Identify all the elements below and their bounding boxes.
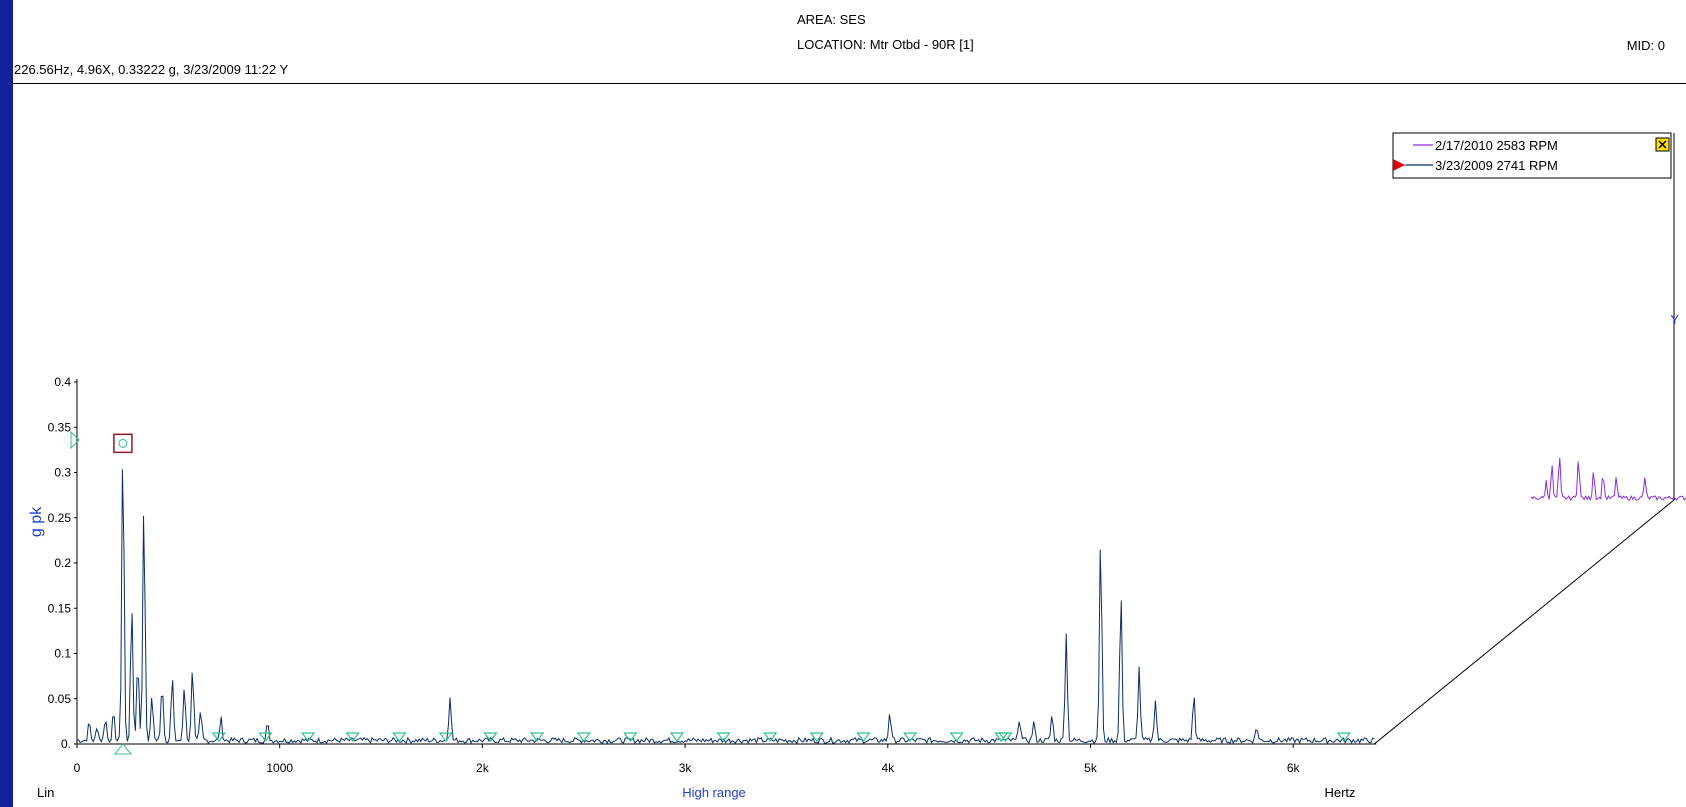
fault-marker[interactable] [809,732,825,742]
y-tick-label: 0.2 [54,556,71,570]
fault-marker[interactable] [258,732,273,743]
fault-marker[interactable] [529,732,545,742]
fault-marker[interactable] [856,732,871,742]
scale-label: Lin [37,785,54,800]
red-triangle-icon [1393,159,1405,171]
x-icon[interactable] [1655,137,1670,152]
fault-marker[interactable] [623,732,638,742]
y-tick-label: 0.35 [48,420,72,434]
cursor-position-marker[interactable] [113,743,132,755]
y-tick-label: 0.15 [48,601,72,615]
cursor-marker[interactable] [113,433,133,454]
fault-marker[interactable] [345,732,360,742]
y-tick-label: 0. [61,737,71,751]
y-tick-label: 0.4 [54,375,71,389]
spectrum-window: AREA: SES LOCATION: Mtr Otbd - 90R [1] M… [13,0,1686,807]
fault-marker[interactable] [483,732,498,742]
x-tick-label: 0 [74,761,81,775]
fault-marker[interactable] [438,732,454,742]
y-tick-label: 0.05 [48,692,72,706]
x-tick-label: 1000 [266,761,293,775]
fault-marker[interactable] [392,732,407,742]
series-line-2009[interactable] [76,469,1375,745]
x-tick-label: 2k [476,761,490,775]
legend-box [1392,132,1672,179]
series-line-2010[interactable] [1530,373,1686,502]
ref-level-marker[interactable] [70,430,80,450]
y-axis: 0. 0.05 0.1 0.15 0.2 0.25 0.3 0.35 0.4 [48,375,78,751]
legend-entry-2009[interactable]: 3/23/2009 2741 RPM [1435,158,1558,173]
x-tick-label: 6k [1287,761,1301,775]
header-panel: AREA: SES LOCATION: Mtr Otbd - 90R [1] M… [13,0,1686,84]
cursor-dot [118,438,128,448]
fault-marker[interactable] [300,732,316,742]
y-tick-label: 0.1 [54,647,71,661]
fault-marker[interactable] [949,732,964,742]
cursor-box[interactable] [113,433,133,454]
y-tick-label: 0.3 [54,466,71,480]
location-label: LOCATION: Mtr Otbd - 90R [1] [797,37,974,52]
x-units-label: Hertz [1324,785,1355,800]
x-axis-label: High range [682,785,746,800]
waterfall-projection-line [1373,499,1675,745]
fault-marker[interactable] [902,732,918,742]
y-tick-label: 0.25 [48,511,72,525]
spectrum-plot[interactable]: 0. 0.05 0.1 0.15 0.2 0.25 0.3 0.35 0.4 0 1000 2k 3k… [13,0,1686,807]
legend[interactable]: 2/17/2010 2583 RPM 3/23/2009 2741 RPM [1392,132,1672,179]
legend-entry-2010[interactable]: 2/17/2010 2583 RPM [1435,138,1558,153]
mid-label: MID: 0 [1626,38,1665,53]
fault-marker[interactable] [576,732,591,742]
x-axis: 0 1000 2k 3k 4k 5k 6k [74,743,1377,775]
fault-markers[interactable] [70,430,1352,755]
fault-marker[interactable] [998,732,1013,742]
fault-marker[interactable] [669,732,685,742]
fault-marker[interactable] [211,732,227,742]
z-axis-label: Y [1670,312,1679,327]
area-label: AREA: SES [797,12,866,27]
fault-marker[interactable] [763,732,778,742]
fault-marker[interactable] [716,732,731,742]
fault-marker[interactable] [1336,732,1352,742]
x-tick-label: 3k [679,761,693,775]
x-tick-label: 5k [1084,761,1098,775]
y-axis-label: g pk [28,506,45,537]
cursor-readout: 226.56Hz, 4.96X, 0.33222 g, 3/23/2009 11… [14,62,289,77]
x-tick-label: 4k [881,761,895,775]
